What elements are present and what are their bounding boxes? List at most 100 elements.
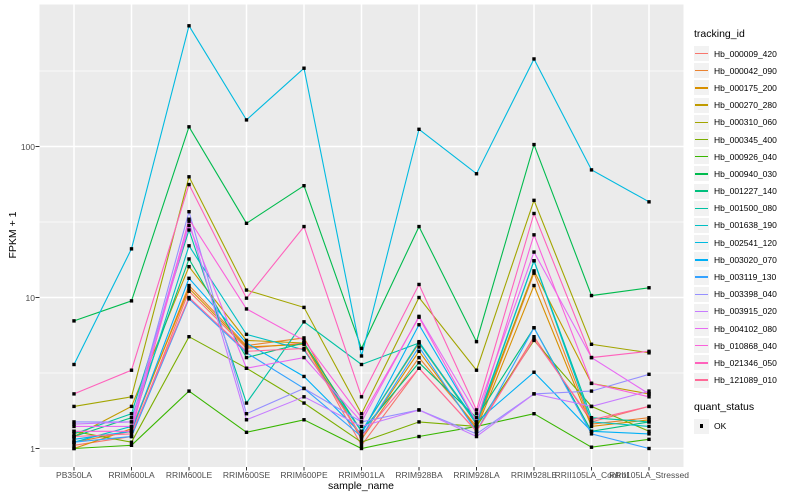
data-point [359, 395, 364, 399]
data-point [532, 326, 536, 330]
x-axis-title: sample_name [328, 480, 394, 492]
data-point [417, 282, 421, 287]
x-tick-label: PB350LA [56, 470, 92, 480]
data-point [359, 354, 364, 358]
legend-key [694, 372, 709, 388]
legend-item-Hb_021346_050: Hb_021346_050 [694, 354, 800, 371]
data-point [532, 269, 536, 273]
data-point [589, 420, 594, 424]
data-point [474, 434, 479, 439]
data-point [302, 374, 306, 379]
data-point [244, 288, 249, 292]
legend-item-Hb_000042_090: Hb_000042_090 [694, 62, 800, 79]
data-point [72, 392, 76, 396]
data-point [72, 424, 76, 429]
data-point [589, 418, 594, 422]
data-point [72, 319, 76, 323]
data-point [647, 392, 651, 396]
data-point [532, 412, 536, 416]
legend-key-line-icon [695, 70, 708, 72]
data-point [187, 389, 191, 393]
data-point [647, 432, 651, 436]
legend-key [694, 235, 709, 251]
legend-key [694, 46, 709, 62]
legend-quant-status-block: quant_status OK [694, 401, 800, 435]
data-point [302, 355, 306, 360]
legend-key-line-icon [695, 173, 708, 175]
x-tick-label: RRIM928BA [395, 470, 443, 480]
legend-key [694, 97, 709, 113]
legend-item-Hb_010868_040: Hb_010868_040 [694, 337, 800, 354]
legend-key [694, 269, 709, 285]
data-point [187, 223, 191, 228]
legend-item-label: Hb_002541_120 [714, 237, 777, 248]
data-point [532, 370, 536, 374]
data-point [187, 257, 191, 261]
y-tick-label: 1 [30, 443, 35, 454]
data-point [474, 420, 479, 424]
data-point [589, 342, 594, 346]
legend-tracking-entries: Hb_000009_420 Hb_000042_090 Hb_000175_200 H… [694, 45, 800, 389]
data-point [474, 424, 479, 429]
legend-key-line-icon [695, 327, 708, 330]
legend-item-label: Hb_004102_080 [714, 323, 777, 334]
data-point [474, 415, 479, 420]
legend-item-label: Hb_121089_010 [714, 375, 777, 386]
data-point [244, 355, 249, 360]
data-point [417, 366, 421, 370]
legend-key-line-icon [695, 362, 708, 364]
legend-item-Hb_003119_130: Hb_003119_130 [694, 268, 800, 285]
data-point [187, 244, 191, 248]
data-point [302, 305, 306, 310]
data-point [417, 323, 421, 327]
data-point [72, 443, 76, 448]
legend-key [694, 149, 709, 165]
data-point [474, 422, 479, 426]
legend-key [694, 303, 709, 319]
data-point [129, 434, 134, 439]
data-point [417, 315, 421, 319]
data-point [187, 217, 191, 221]
data-point [244, 349, 249, 354]
legend-item-Hb_000310_060: Hb_000310_060 [694, 114, 800, 131]
data-point [532, 271, 536, 275]
data-point [72, 404, 76, 409]
legend-item-Hb_121089_010: Hb_121089_010 [694, 372, 800, 389]
data-point [187, 283, 191, 288]
data-point [129, 368, 134, 372]
data-point [129, 427, 134, 431]
legend-item-label: OK [714, 421, 727, 432]
data-point [417, 224, 421, 229]
data-point [244, 401, 249, 405]
legend-item-Hb_003398_040: Hb_003398_040 [694, 286, 800, 303]
legend-item-label: Hb_000270_280 [714, 100, 777, 111]
legend-item-ok: OK [694, 418, 800, 435]
legend-key [694, 286, 709, 302]
legend-item-label: Hb_003020_070 [714, 254, 777, 265]
data-point [647, 372, 651, 377]
data-point [129, 412, 134, 416]
legend-item-Hb_000009_420: Hb_000009_420 [694, 45, 800, 62]
legend-item-Hb_004102_080: Hb_004102_080 [694, 320, 800, 337]
data-point [589, 381, 594, 386]
legend-key [694, 80, 709, 96]
data-point [647, 389, 651, 393]
data-point [187, 228, 191, 232]
data-point [244, 366, 249, 370]
data-point [244, 430, 249, 435]
data-point [302, 341, 306, 345]
data-point [474, 408, 479, 412]
legend-key-line-icon [695, 138, 708, 141]
data-point [302, 386, 306, 391]
data-point [417, 355, 421, 360]
legend-key [694, 166, 709, 182]
data-point [187, 125, 191, 129]
data-point [589, 389, 594, 393]
data-point [532, 142, 536, 147]
legend-key [694, 132, 709, 148]
data-point [589, 432, 594, 436]
legend-key [694, 63, 709, 79]
legend-item-Hb_000940_030: Hb_000940_030 [694, 165, 800, 182]
data-point [647, 404, 651, 409]
